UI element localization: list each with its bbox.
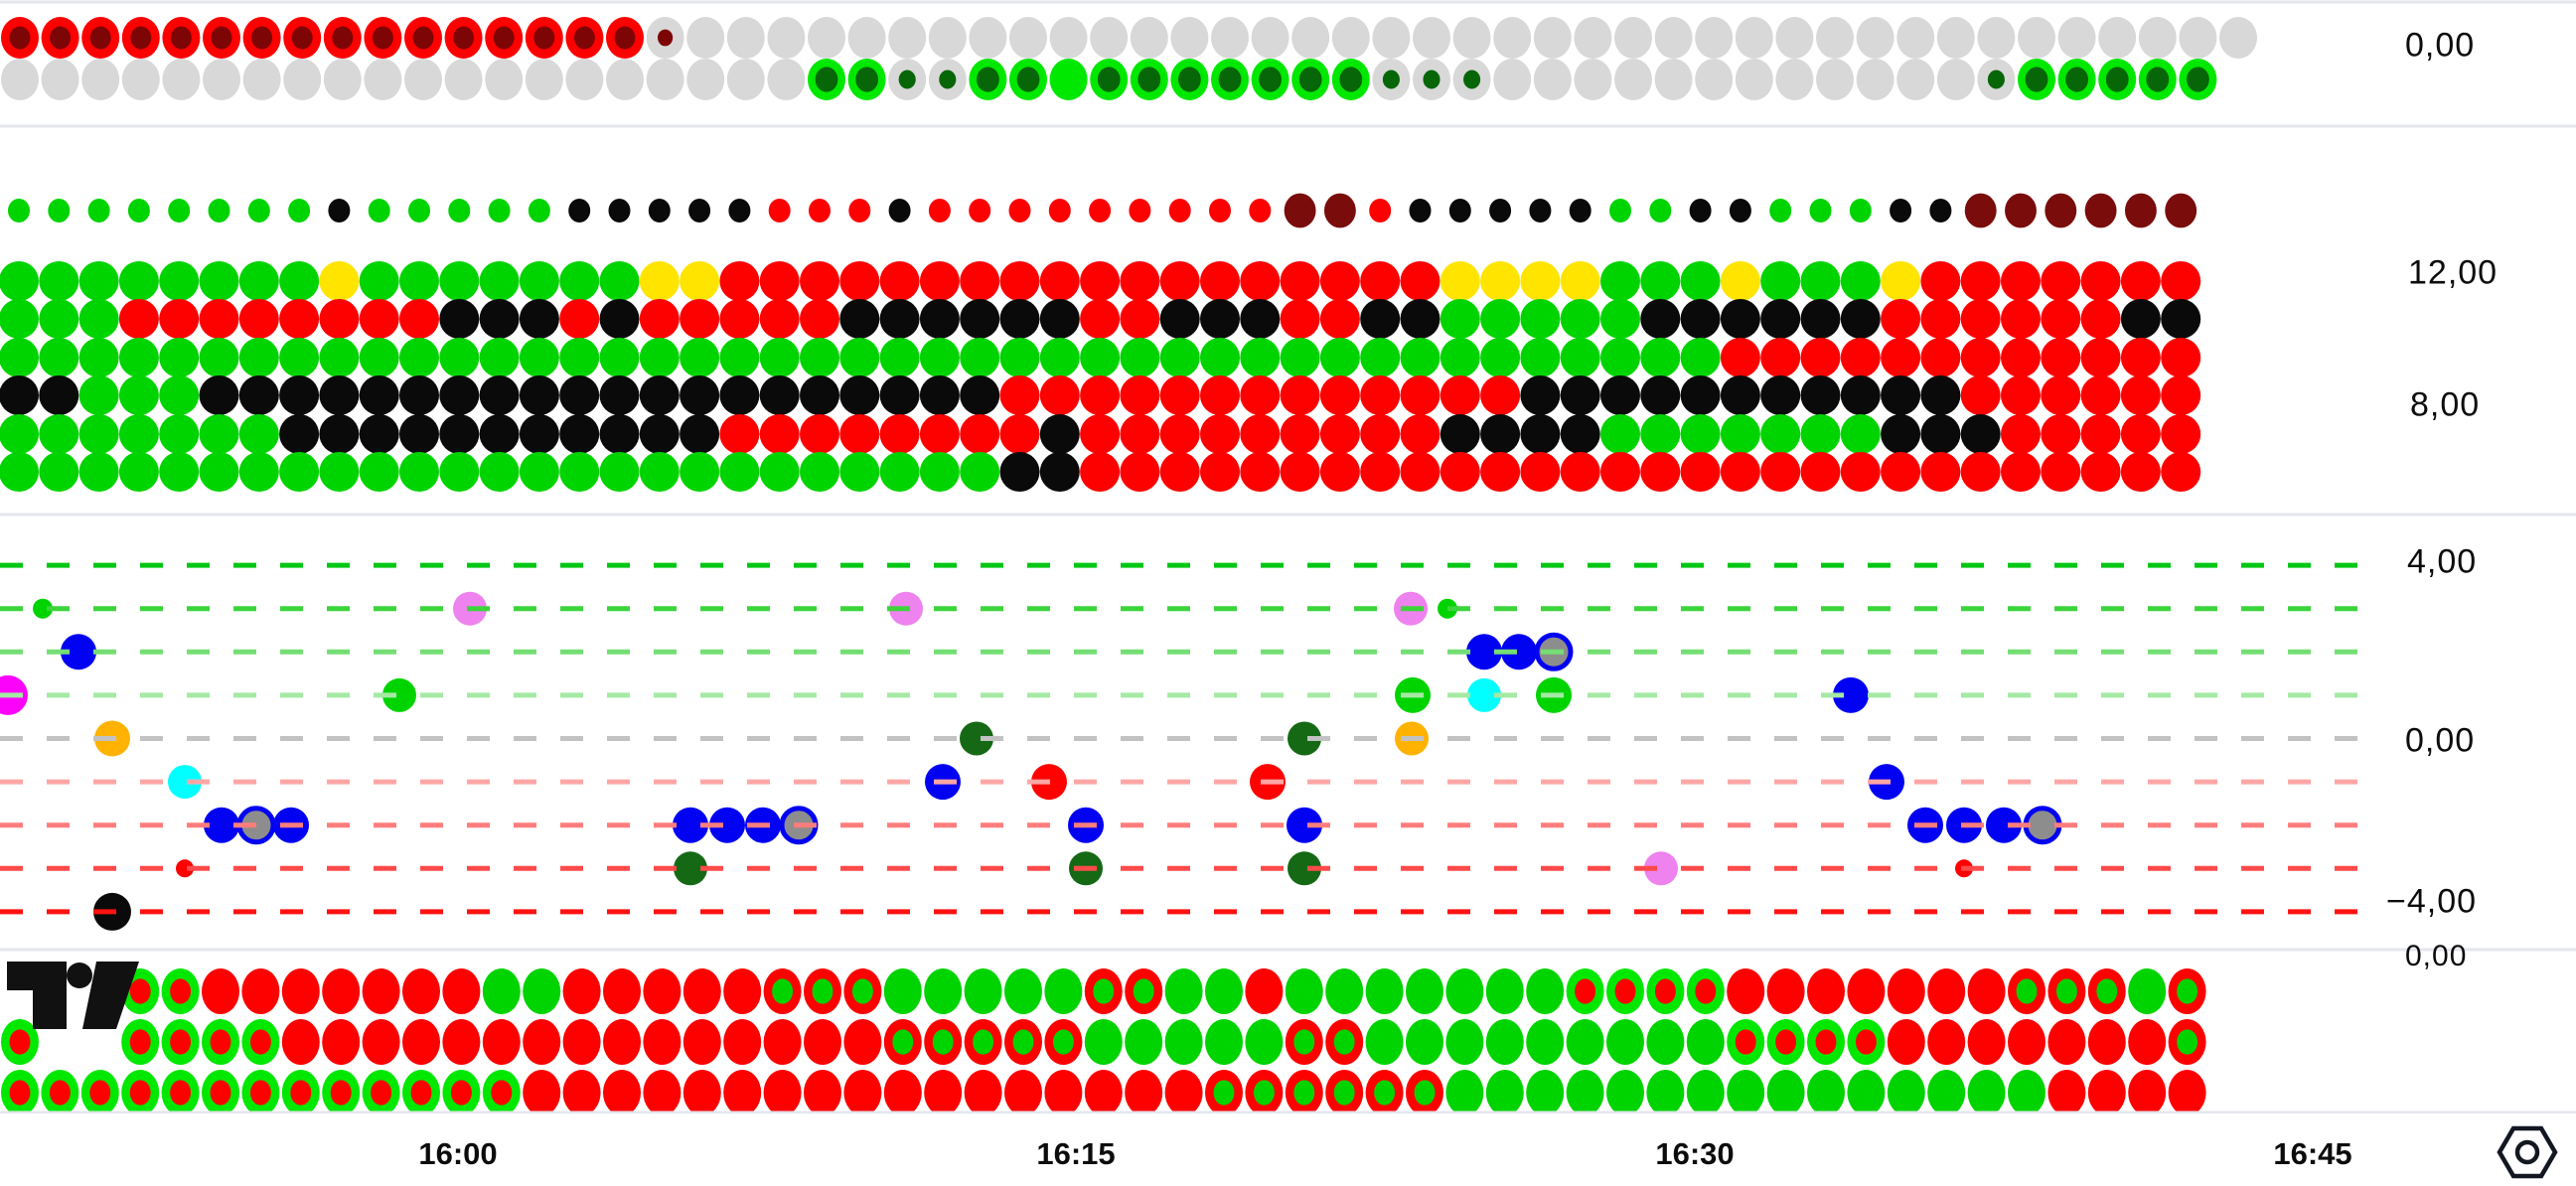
pane2-grid <box>0 261 2201 492</box>
price-label-pane3: 4,00 <box>2407 542 2478 581</box>
price-label-pane2: 12,00 <box>2408 253 2499 292</box>
time-label: 16:45 <box>2273 1136 2352 1171</box>
price-label-pane3: 0,00 <box>2405 721 2476 760</box>
time-axis[interactable] <box>0 1113 2576 1186</box>
time-label: 16:30 <box>1655 1136 1735 1171</box>
time-label: 16:00 <box>418 1136 498 1171</box>
hexagon-icon-outline <box>2497 1125 2558 1179</box>
pane4-trend-rows <box>1 968 2206 1115</box>
price-label-pane2: 8,00 <box>2410 385 2481 424</box>
price-label-pane4: 0,00 <box>2405 940 2468 972</box>
time-label: 16:15 <box>1036 1136 1116 1171</box>
hexagon-icon-circle <box>2514 1139 2540 1165</box>
pane3-oscillator <box>0 562 2362 931</box>
pane2-minidots <box>8 193 2197 228</box>
tradingview-logo[interactable] <box>7 960 141 1033</box>
pane1-signal-dots <box>1 17 2257 100</box>
price-scale-settings-icon[interactable] <box>2497 1124 2558 1180</box>
tradingview-logo-glyph <box>7 962 139 1029</box>
price-label-pane1: 0,00 <box>2405 26 2476 65</box>
price-label-pane3: −4,00 <box>2386 882 2478 921</box>
